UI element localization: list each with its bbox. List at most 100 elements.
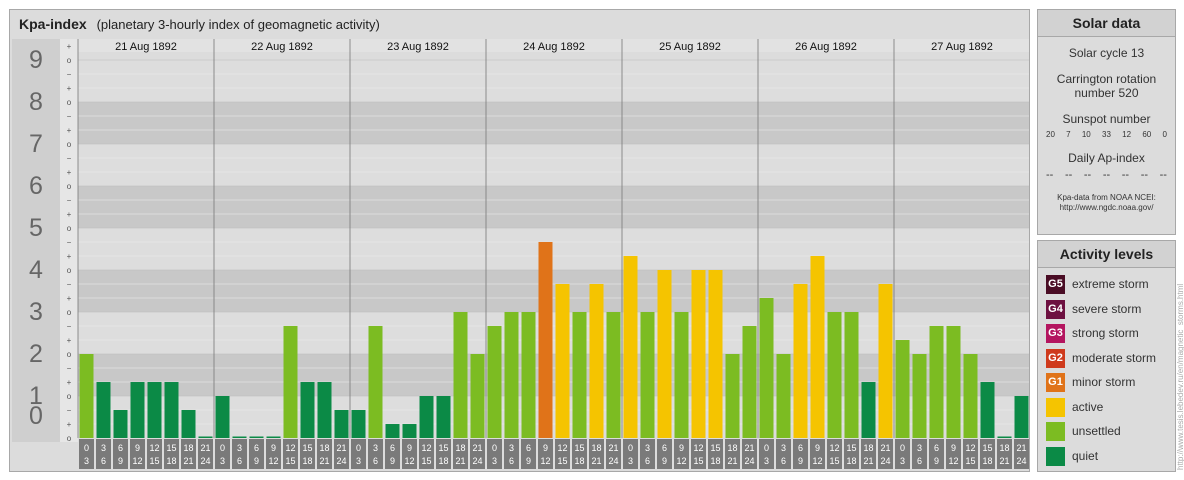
kp-band — [12, 60, 1029, 102]
hour-start-label: 12 — [285, 443, 295, 453]
hour-cell — [980, 439, 995, 469]
ap-index-label: Daily Ap-index — [1068, 151, 1145, 165]
carrington-line-1: Carrington rotation — [1056, 72, 1157, 86]
y-tick-label: 8 — [29, 88, 43, 116]
hour-cell — [113, 439, 128, 469]
kp-bar — [997, 436, 1012, 438]
minor-tick-label: o — [67, 182, 72, 191]
day-label: 24 Aug 1892 — [523, 41, 585, 53]
hour-cell — [402, 439, 417, 469]
hour-start-label: 0 — [900, 443, 905, 453]
kp-bar — [385, 424, 400, 438]
hour-cell — [674, 439, 689, 469]
hour-cell — [334, 439, 349, 469]
hour-start-label: 15 — [846, 443, 856, 453]
kp-bar — [827, 312, 842, 438]
hour-end-label: 24 — [336, 456, 346, 466]
hour-cell — [181, 439, 196, 469]
kp-bar — [538, 241, 553, 438]
hour-cell — [623, 439, 638, 469]
minor-tick-label: − — [67, 406, 72, 415]
kp-band — [12, 186, 1029, 228]
sunspot-value: 12 — [1122, 130, 1132, 139]
hour-cell — [997, 439, 1012, 469]
kp-bar — [470, 354, 485, 438]
hour-end-label: 3 — [220, 456, 225, 466]
legend-swatch-g2: G2 — [1046, 348, 1065, 368]
minor-tick-label: + — [67, 336, 72, 345]
legend-label: moderate storm — [1072, 351, 1157, 365]
hour-end-label: 12 — [540, 456, 550, 466]
hour-start-label: 12 — [693, 443, 703, 453]
hour-cell — [470, 439, 485, 469]
data-source-note: Kpa-data from NOAA NCEI: — [1057, 193, 1156, 202]
kpa-bar-chart: 0123456789o+o+−o+−o+−o+−o+−o+−o+−o+−o+−2… — [12, 39, 1029, 469]
kp-bar — [436, 396, 451, 438]
hour-start-label: 15 — [302, 443, 312, 453]
kp-bar — [623, 256, 638, 438]
hour-cell — [861, 439, 876, 469]
legend-label: minor storm — [1072, 375, 1136, 389]
hour-end-label: 18 — [846, 456, 856, 466]
hour-end-label: 21 — [727, 456, 737, 466]
hour-start-label: 15 — [438, 443, 448, 453]
y-tick-label: 0 — [29, 402, 43, 430]
hour-cell — [963, 439, 978, 469]
day-label: 23 Aug 1892 — [387, 41, 449, 53]
hour-end-label: 24 — [744, 456, 754, 466]
hour-cell — [283, 439, 298, 469]
hour-cell — [453, 439, 468, 469]
hour-cell — [657, 439, 672, 469]
hour-cell — [640, 439, 655, 469]
minor-tick-label: o — [67, 308, 72, 317]
kp-bar — [79, 354, 94, 438]
kp-bar — [878, 283, 893, 438]
hour-cell — [691, 439, 706, 469]
hour-start-label: 9 — [407, 443, 412, 453]
hour-start-label: 9 — [951, 443, 956, 453]
kp-band — [12, 102, 1029, 144]
hour-end-label: 12 — [268, 456, 278, 466]
minor-tick-label: − — [67, 322, 72, 331]
hour-start-label: 18 — [591, 443, 601, 453]
hour-start-label: 12 — [965, 443, 975, 453]
hour-end-label: 24 — [608, 456, 618, 466]
sunspot-value: 7 — [1066, 130, 1071, 139]
ap-value: -- — [1159, 169, 1167, 181]
day-label: 27 Aug 1892 — [931, 41, 993, 53]
y-tick-label: 3 — [29, 298, 43, 326]
hour-cell — [130, 439, 145, 469]
hour-end-label: 3 — [492, 456, 497, 466]
minor-tick-label: + — [67, 210, 72, 219]
hour-end-label: 3 — [356, 456, 361, 466]
hour-start-label: 3 — [917, 443, 922, 453]
kp-bar — [861, 382, 876, 438]
hour-start-label: 21 — [200, 443, 210, 453]
hour-cell — [827, 439, 842, 469]
minor-tick-label: − — [67, 154, 72, 163]
hour-start-label: 18 — [863, 443, 873, 453]
y-tick-label: 9 — [29, 46, 43, 74]
legend-extreme-storm: G5 extreme storm — [1046, 274, 1149, 294]
hour-end-label: 9 — [662, 456, 667, 466]
hour-cell — [215, 439, 230, 469]
hour-start-label: 0 — [356, 443, 361, 453]
hour-end-label: 18 — [438, 456, 448, 466]
solar-data-heading: Solar data — [1038, 10, 1175, 37]
hour-cell — [725, 439, 740, 469]
kp-band — [12, 354, 1029, 396]
kp-bar — [147, 382, 162, 438]
hour-end-label: 21 — [591, 456, 601, 466]
legend-label: unsettled — [1072, 424, 1121, 438]
data-source-link[interactable]: http://www.ngdc.noaa.gov/ — [1059, 203, 1154, 212]
legend-minor-storm: G1 minor storm — [1046, 372, 1135, 392]
hour-end-label: 12 — [812, 456, 822, 466]
hour-start-label: 9 — [135, 443, 140, 453]
minor-tick-label: o — [67, 56, 72, 65]
hour-cell — [776, 439, 791, 469]
hour-cell — [929, 439, 944, 469]
kp-bar — [963, 354, 978, 438]
kp-bar — [453, 312, 468, 438]
minor-tick-label: + — [67, 168, 72, 177]
legend-label: quiet — [1072, 449, 1099, 463]
